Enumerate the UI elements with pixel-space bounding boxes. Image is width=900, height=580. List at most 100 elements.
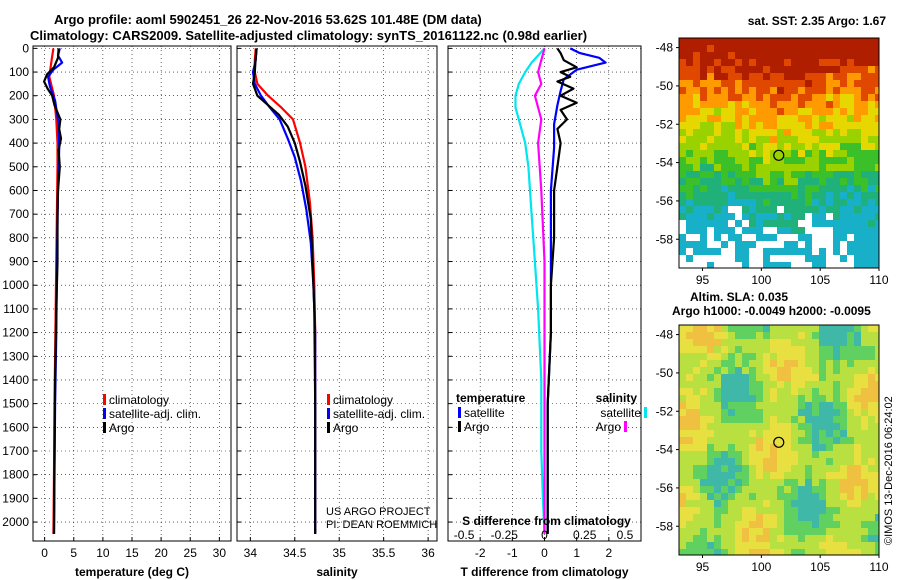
sla-cell <box>735 339 742 346</box>
sst-cell <box>749 241 756 248</box>
sla-cell <box>693 430 700 437</box>
sla-cell <box>749 332 756 339</box>
sla-cell <box>861 332 868 339</box>
sla-cell <box>875 388 879 395</box>
sst-cell <box>875 143 879 150</box>
sst-cell <box>812 52 819 59</box>
sst-cell <box>707 220 714 227</box>
sst-cell <box>735 185 742 192</box>
sst-cell <box>812 115 819 122</box>
sst-cell <box>875 241 879 248</box>
sst-cell <box>763 80 770 87</box>
sla-cell <box>735 472 742 479</box>
sst-cell <box>875 192 879 199</box>
sla-cell <box>826 367 833 374</box>
sst-cell <box>756 178 763 185</box>
sla-cell <box>693 458 700 465</box>
sla-cell <box>693 360 700 367</box>
sla-cell <box>791 514 798 521</box>
sst-cell <box>798 59 805 66</box>
sla-cell <box>742 367 749 374</box>
sla-cell <box>756 374 763 381</box>
sla-cell <box>826 423 833 430</box>
sst-cell <box>840 241 847 248</box>
sla-cell <box>686 444 693 451</box>
sst-cell <box>749 199 756 206</box>
sst-cell <box>833 52 840 59</box>
sst-cell <box>700 227 707 234</box>
sla-cell <box>854 416 861 423</box>
sla-cell <box>756 409 763 416</box>
sst-cell <box>854 213 861 220</box>
sst-cell <box>763 164 770 171</box>
sla-cell <box>777 374 784 381</box>
sst-cell <box>749 66 756 73</box>
sla-cell <box>868 332 875 339</box>
sst-cell <box>770 227 777 234</box>
sst-cell <box>798 185 805 192</box>
sla-cell <box>847 374 854 381</box>
y-tick-label: 1500 <box>2 397 29 411</box>
sst-cell <box>826 220 833 227</box>
sla-cell <box>700 374 707 381</box>
sst-cell <box>735 262 742 268</box>
sst-cell <box>763 101 770 108</box>
x-axis-label: temperature (deg C) <box>75 565 189 579</box>
sla-cell <box>833 465 840 472</box>
sst-cell <box>735 213 742 220</box>
sla-cell <box>728 479 735 486</box>
s-axis-title: S difference from climatology <box>462 514 631 528</box>
sla-cell <box>714 465 721 472</box>
sla-cell <box>812 493 819 500</box>
sst-cell <box>798 248 805 255</box>
sla-cell <box>798 514 805 521</box>
sst-cell <box>686 164 693 171</box>
sla-cell <box>840 416 847 423</box>
sst-cell <box>763 108 770 115</box>
sla-cell <box>749 381 756 388</box>
sst-cell <box>805 178 812 185</box>
sla-cell <box>847 458 854 465</box>
sst-cell <box>777 73 784 80</box>
sla-cell <box>721 416 728 423</box>
x-tick-label: 34 <box>244 546 258 560</box>
sla-cell <box>868 535 875 542</box>
sst-cell <box>735 199 742 206</box>
sst-cell <box>686 178 693 185</box>
sla-cell <box>826 409 833 416</box>
sst-cell <box>756 38 763 45</box>
sst-cell <box>826 178 833 185</box>
sst-cell <box>826 213 833 220</box>
sst-cell <box>728 150 735 157</box>
sst-cell <box>714 248 721 255</box>
sst-cell <box>735 122 742 129</box>
sla-cell <box>707 486 714 493</box>
sla-cell <box>707 430 714 437</box>
sla-cell <box>693 423 700 430</box>
sla-cell <box>679 339 686 346</box>
sla-cell <box>868 549 875 555</box>
sla-cell <box>735 346 742 353</box>
sst-cell <box>777 171 784 178</box>
sla-cell <box>798 423 805 430</box>
sst-cell <box>700 66 707 73</box>
sla-cell <box>700 409 707 416</box>
sla-cell <box>819 402 826 409</box>
sst-cell <box>770 94 777 101</box>
x-tick-label: 30 <box>213 546 227 560</box>
sla-cell <box>735 374 742 381</box>
sla-cell <box>868 381 875 388</box>
sst-cell <box>735 178 742 185</box>
sla-cell <box>868 437 875 444</box>
sla-cell <box>728 472 735 479</box>
sla-field <box>679 325 879 555</box>
sla-cell <box>798 339 805 346</box>
sst-cell <box>868 178 875 185</box>
x-tick-label: 20 <box>154 546 168 560</box>
sst-cell <box>700 122 707 129</box>
sst-cell <box>686 220 693 227</box>
sla-cell <box>805 549 812 555</box>
sst-cell <box>728 262 735 268</box>
sla-cell <box>875 472 879 479</box>
sla-cell <box>868 374 875 381</box>
